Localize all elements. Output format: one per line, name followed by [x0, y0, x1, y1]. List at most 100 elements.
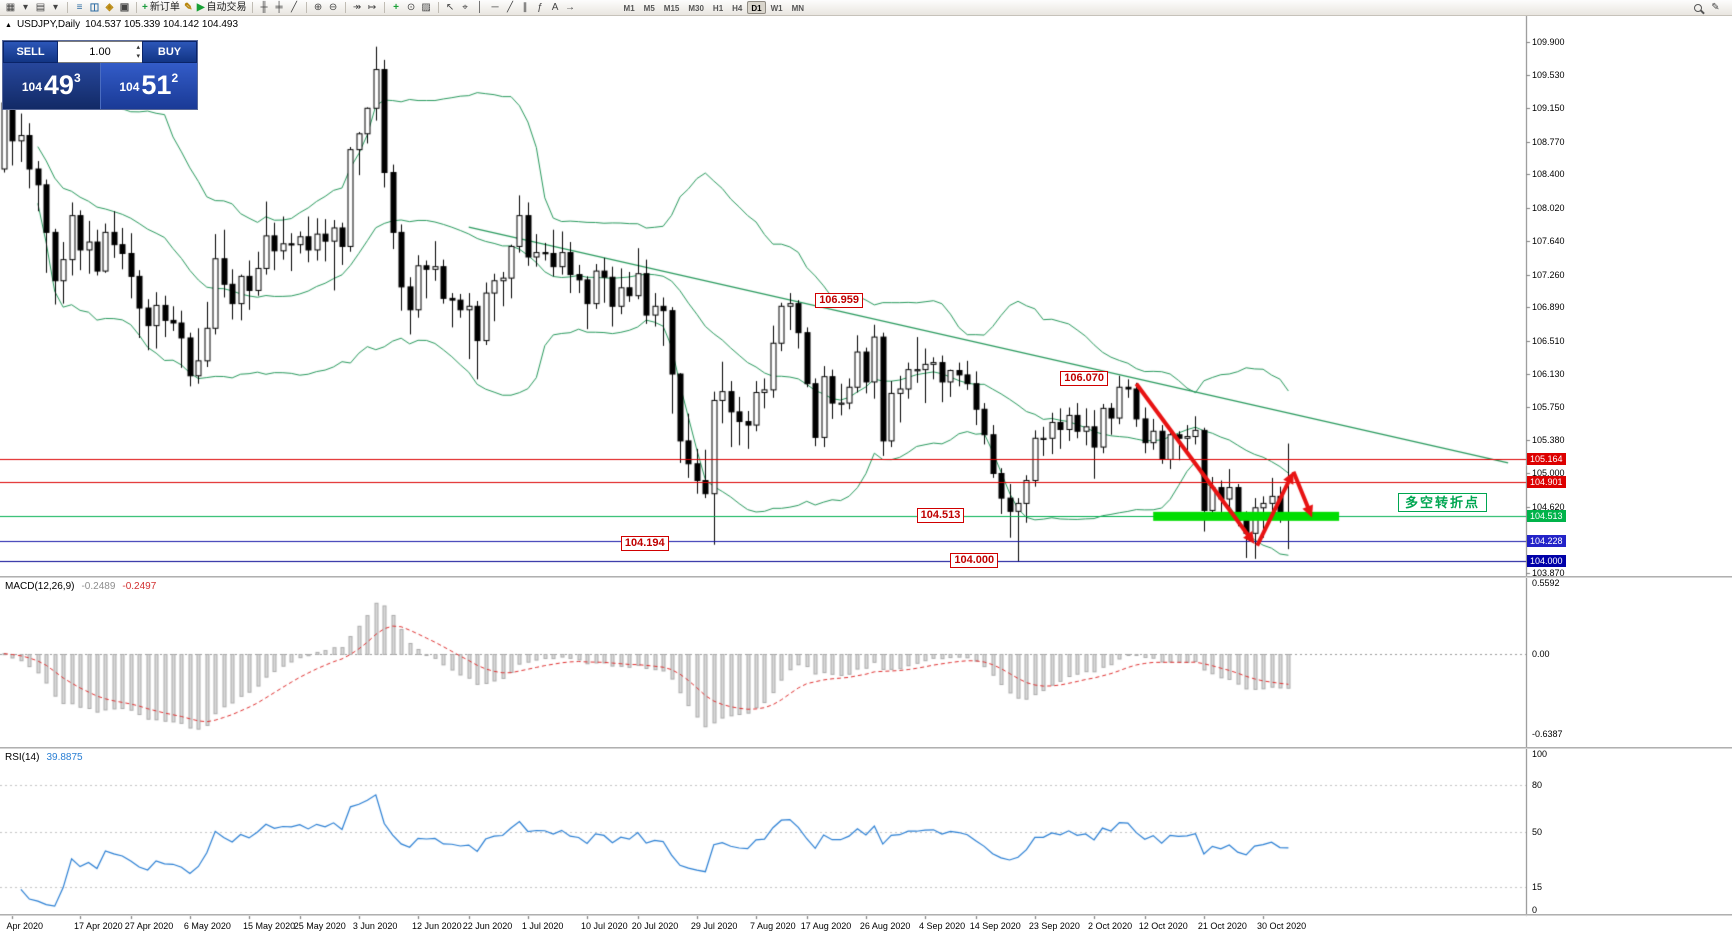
indicators-button[interactable]: + [389, 1, 404, 15]
vertical-line-button[interactable]: │ [473, 1, 488, 15]
one-click-toggle-icon[interactable]: ▲ [5, 22, 12, 29]
equidistant-channel-button[interactable]: ∥ [518, 1, 533, 15]
price-annotation[interactable]: 106.959 [815, 293, 863, 309]
date-axis-label: 12 Jun 2020 [412, 921, 462, 931]
date-axis-label: 7 Aug 2020 [750, 921, 796, 931]
ask-price-box[interactable]: 104 51 2 [100, 63, 197, 109]
data-window-button[interactable]: ◫ [87, 1, 102, 15]
macd-axis-label: 0.00 [1532, 648, 1550, 659]
crosshair-button[interactable]: ⌖ [458, 1, 473, 15]
toolbar-separator [67, 2, 68, 13]
price-axis-label: 108.770 [1532, 136, 1565, 147]
rsi-axis-label: 50 [1532, 827, 1543, 837]
new-chart-dropdown-icon: ▾ [22, 1, 29, 13]
chart-shift-button[interactable]: ↦ [365, 1, 380, 15]
volume-down-icon[interactable]: ▾ [136, 53, 140, 60]
date-axis-label: 20 Jul 2020 [631, 921, 679, 931]
bid-price-box[interactable]: 104 49 3 [3, 63, 101, 109]
timeframe-h1-button[interactable]: H1 [712, 4, 724, 13]
price-annotation[interactable]: 104.194 [620, 536, 669, 552]
navigator-icon: ◈ [105, 1, 114, 13]
rsi-panel-separator[interactable] [0, 747, 1732, 749]
metaeditor-button[interactable]: ✎ [181, 1, 196, 15]
text-label-button[interactable]: A [548, 1, 563, 15]
bar-chart-button[interactable]: ╫ [257, 1, 272, 15]
timeframe-h4-button[interactable]: H4 [732, 4, 743, 13]
date-axis-label: 2 Oct 2020 [1088, 921, 1133, 931]
edit-icon[interactable]: ✎ [1711, 1, 1720, 13]
price-annotation[interactable]: 104.000 [950, 553, 999, 569]
macd-axis-label: -0.6387 [1532, 729, 1563, 740]
metaeditor-icon: ✎ [184, 1, 193, 13]
timeframe-m15-button[interactable]: M15 [663, 4, 680, 13]
profiles-dropdown-button[interactable]: ▾ [48, 1, 63, 15]
toolbar-right-icons: ✎ [1694, 1, 1723, 15]
new-chart-button[interactable]: ▦ [3, 1, 18, 15]
zoom-in-icon: ⊕ [313, 1, 323, 13]
symbol-period-label: USDJPY,Daily [16, 19, 81, 30]
toolbar-separator [344, 2, 346, 13]
new-order-button[interactable]: + 新订单 [141, 1, 181, 15]
market-watch-button[interactable]: ≡ [72, 1, 87, 15]
buy-button[interactable]: BUY [142, 41, 197, 63]
search-icon[interactable] [1694, 3, 1702, 12]
date-axis-label: 23 Sep 2020 [1028, 921, 1080, 931]
volume-value: 1.00 [89, 46, 111, 58]
text-label-icon: A [551, 1, 559, 13]
date-axis-label: 25 May 2020 [293, 921, 346, 931]
timeframe-m30-button[interactable]: M30 [688, 4, 704, 13]
date-axis-label: 29 Jul 2020 [690, 921, 738, 931]
auto-scroll-button[interactable]: ↠ [350, 1, 365, 15]
price-axis-label: 109.530 [1532, 69, 1565, 80]
toolbar-separator [136, 2, 137, 13]
macd-panel-separator[interactable] [0, 576, 1732, 578]
auto-trading-button[interactable]: ▶ 自动交易 [196, 1, 248, 15]
date-axis-separator[interactable] [0, 914, 1732, 916]
terminal-button[interactable]: ▣ [117, 1, 132, 15]
rsi-axis-label: 15 [1532, 881, 1543, 892]
volume-field[interactable]: 1.00 ▴ ▾ [58, 41, 142, 63]
new-order-icon: + [142, 1, 148, 13]
sell-button[interactable]: SELL [3, 41, 58, 63]
timeframe-m5-button[interactable]: M5 [643, 4, 655, 13]
fibonacci-button[interactable]: ƒ [533, 1, 548, 15]
timeframe-d1-button[interactable]: D1 [747, 1, 766, 14]
zoom-out-button[interactable]: ⊖ [326, 1, 341, 15]
ask-big-digits: 51 [141, 70, 172, 100]
profiles-button[interactable]: ▤ [33, 1, 48, 15]
toolbar-separator [305, 2, 307, 13]
price-axis-label: 107.640 [1532, 236, 1565, 247]
line-chart-button[interactable]: ╱ [287, 1, 302, 15]
templates-button[interactable]: ▨ [419, 1, 434, 15]
new-chart-dropdown-button[interactable]: ▾ [18, 1, 33, 15]
price-annotation[interactable]: 104.513 [916, 508, 965, 524]
macd-indicator-label: MACD(12,26,9) -0.2489 -0.2497 [5, 581, 157, 592]
horizontal-line-button[interactable]: ─ [488, 1, 503, 15]
rsi-axis-label: 100 [1532, 749, 1548, 759]
arrows-tool-button[interactable]: → [563, 1, 578, 15]
new-chart-icon: ▦ [5, 1, 16, 13]
volume-up-icon[interactable]: ▴ [136, 44, 140, 51]
rsi-indicator-label: RSI(14) 39.8875 [5, 752, 83, 763]
timeframe-m1-button[interactable]: M1 [623, 4, 635, 13]
zoom-in-button[interactable]: ⊕ [311, 1, 326, 15]
chart-shift-icon: ↦ [367, 1, 377, 13]
price-axis-label: 105.000 [1532, 468, 1565, 479]
timeframe-mn-button[interactable]: MN [791, 4, 805, 13]
ask-prefix: 104 [119, 80, 140, 94]
periods-button[interactable]: ⊙ [404, 1, 419, 15]
data-window-icon: ◫ [89, 1, 100, 13]
timeframe-w1-button[interactable]: W1 [770, 4, 783, 13]
cursor-button[interactable]: ↖ [443, 1, 458, 15]
navigator-button[interactable]: ◈ [102, 1, 117, 15]
turning-point-note[interactable]: 多空转折点 [1398, 493, 1488, 513]
price-axis-label: 109.900 [1532, 37, 1565, 48]
price-annotation[interactable]: 106.070 [1060, 371, 1109, 387]
zoom-out-icon: ⊖ [328, 1, 338, 13]
price-axis-tag: 104.901 [1527, 476, 1566, 489]
trendline-button[interactable]: ╱ [503, 1, 518, 15]
candlestick-chart-button[interactable]: ╪ [272, 1, 287, 15]
ohlc-values: 104.537 105.339 104.142 104.493 [85, 19, 239, 30]
